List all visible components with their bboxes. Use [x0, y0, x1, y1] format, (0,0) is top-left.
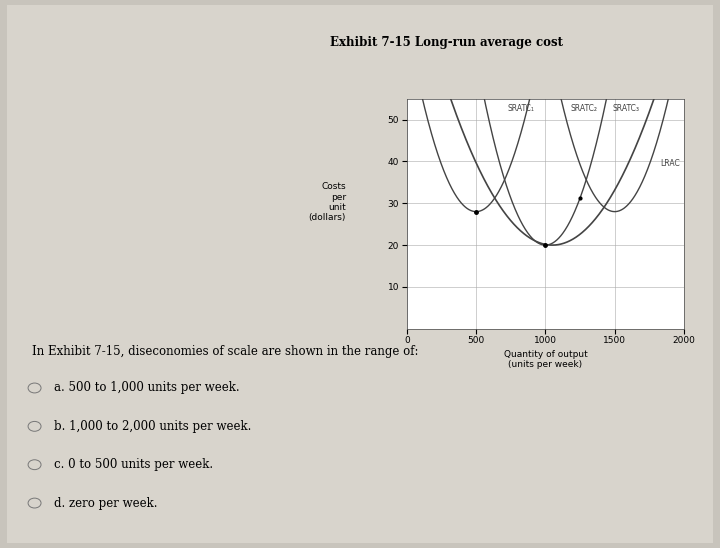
Text: SRATC₁: SRATC₁: [507, 104, 534, 113]
Text: c. 0 to 500 units per week.: c. 0 to 500 units per week.: [54, 458, 213, 471]
Y-axis label: Costs
per
unit
(dollars): Costs per unit (dollars): [308, 182, 346, 222]
Text: SRATC₂: SRATC₂: [571, 104, 598, 113]
Text: In Exhibit 7-15, diseconomies of scale are shown in the range of:: In Exhibit 7-15, diseconomies of scale a…: [32, 345, 419, 358]
Text: a. 500 to 1,000 units per week.: a. 500 to 1,000 units per week.: [54, 381, 240, 395]
Text: b. 1,000 to 2,000 units per week.: b. 1,000 to 2,000 units per week.: [54, 420, 251, 433]
Text: LRAC: LRAC: [660, 158, 680, 168]
Text: Exhibit 7-15 Long-run average cost: Exhibit 7-15 Long-run average cost: [330, 36, 563, 49]
Text: SRATC₃: SRATC₃: [612, 104, 639, 113]
Text: d. zero per week.: d. zero per week.: [54, 496, 158, 510]
X-axis label: Quantity of output
(units per week): Quantity of output (units per week): [503, 350, 588, 369]
